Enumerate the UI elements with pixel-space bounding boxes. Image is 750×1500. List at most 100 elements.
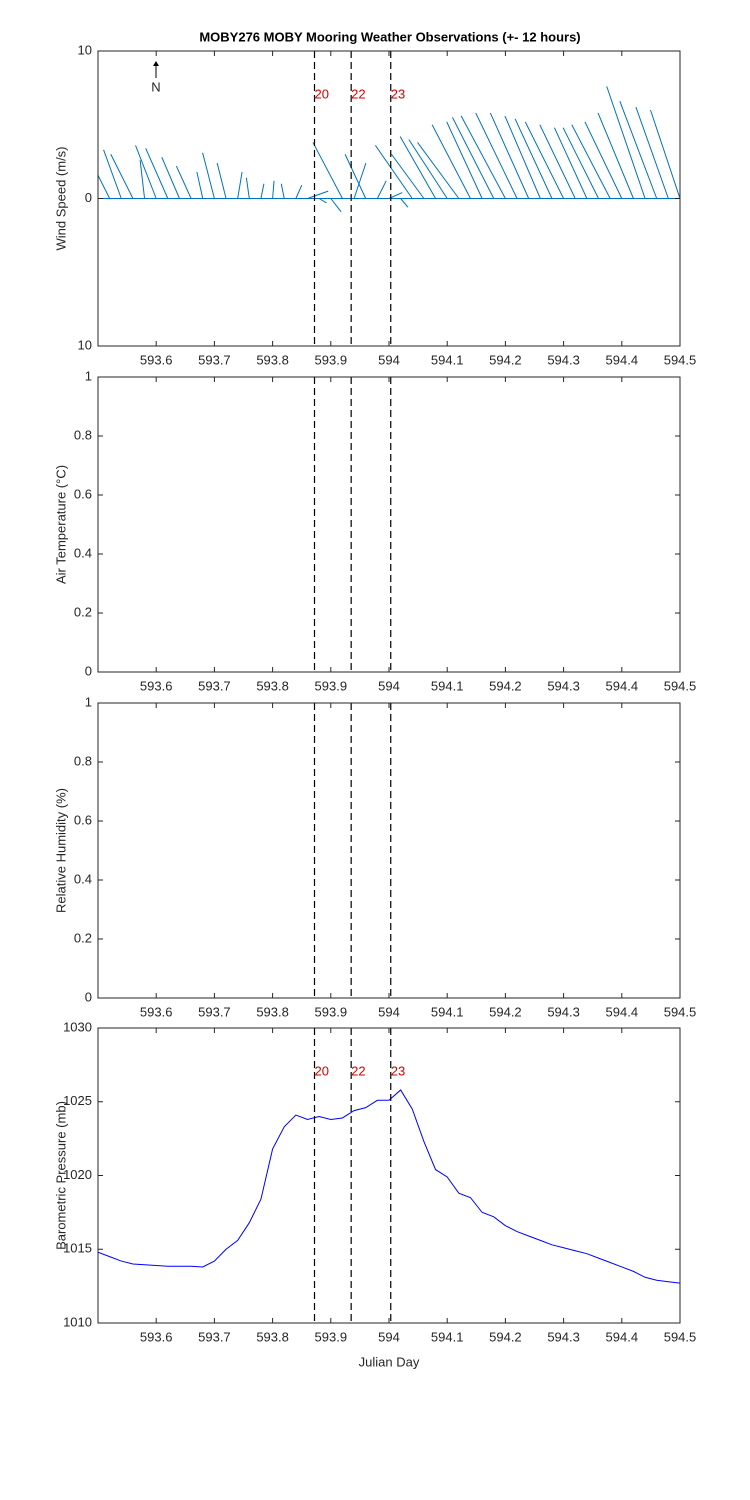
x-tick-label: 594.2 [489,678,522,693]
x-tick-label: 594 [378,1004,400,1019]
event-label: 20 [315,1063,329,1078]
wind-stick [475,112,518,199]
wind-stick [606,86,646,199]
north-label: N [151,79,160,94]
wind-stick [260,183,265,199]
plot-area [98,51,680,346]
wind-stick [272,180,275,199]
x-tick-label: 593.9 [315,1004,348,1019]
wind-stick [400,198,409,208]
north-arrowhead [153,61,159,66]
wind-stick [524,121,565,199]
x-tick-label: 594.4 [606,678,639,693]
x-tick-label: 593.7 [198,352,231,367]
wind-stick [376,180,387,199]
x-tick-label: 593.7 [198,1329,231,1344]
wind-stick [571,124,611,199]
x-axis-label: Julian Day [359,1354,420,1369]
x-tick-label: 594.5 [664,1329,697,1344]
wind-stick [237,171,243,199]
chart-title: MOBY276 MOBY Mooring Weather Observation… [199,29,580,44]
x-tick-label: 593.8 [256,352,289,367]
wind-stick [196,171,204,199]
plot-area [98,377,680,672]
event-label: 23 [391,86,405,101]
event-label: 23 [391,1063,405,1078]
wind-stick [216,162,227,199]
y-tick-label: 1020 [63,1167,92,1182]
wind-stick [202,152,215,199]
wind-stick [330,198,342,213]
x-tick-label: 594.3 [547,352,580,367]
wind-stick [139,160,146,199]
y-tick-label: 0 [85,190,92,205]
x-tick-label: 594.4 [606,1004,639,1019]
x-tick-label: 594.5 [664,352,697,367]
axes-bg [98,377,680,672]
wind-stick [374,145,413,199]
wind-stick [110,154,134,199]
x-tick-label: 593.7 [198,678,231,693]
x-tick-label: 593.8 [256,678,289,693]
x-tick-label: 593.6 [140,352,173,367]
y-tick-label: 0.2 [74,930,92,945]
axes-box [97,50,681,347]
wind-stick [161,157,180,199]
x-tick-label: 594.3 [547,678,580,693]
y-tick-label: 0.8 [74,753,92,768]
wind-stick [353,162,367,199]
data-line [98,1089,680,1284]
x-tick-label: 594.3 [547,1004,580,1019]
y-axis-label: Relative Humidity (%) [53,788,68,913]
y-tick-label: 0.8 [74,427,92,442]
x-tick-label: 594.1 [431,352,464,367]
wind-stick [103,149,122,199]
plot-area [98,1028,680,1323]
wind-stick [417,142,460,199]
x-tick-label: 594.2 [489,1329,522,1344]
wind-stick [399,136,436,199]
wind-stick [98,174,111,199]
wind-stick [597,112,634,199]
wind-stick [431,124,471,199]
wind-stick [446,121,483,199]
wind-stick [650,109,680,199]
event-label: 22 [351,86,365,101]
wind-stick [452,117,495,199]
x-tick-label: 593.6 [140,1329,173,1344]
wind-stick [280,183,285,199]
wind-stick [408,139,448,199]
y-tick-label: 1010 [63,1314,92,1329]
wind-stick [619,100,658,199]
y-tick-label: 1030 [63,1019,92,1034]
wind-stick [175,165,192,199]
event-label: 20 [315,86,329,101]
plot-area [98,703,680,998]
x-tick-label: 594.1 [431,1004,464,1019]
event-label: 22 [351,1063,365,1078]
y-tick-label: 0 [85,663,92,678]
y-axis-label: Air Temperature (°C) [53,465,68,584]
x-tick-label: 593.9 [315,678,348,693]
y-tick-label: 0.2 [74,604,92,619]
y-tick-label: 0.4 [74,545,92,560]
wind-stick [514,118,553,199]
wind-stick [318,198,327,204]
wind-stick [245,177,250,199]
x-tick-label: 594 [378,678,400,693]
x-tick-label: 594.1 [431,1329,464,1344]
x-tick-label: 593.8 [256,1329,289,1344]
wind-stick [562,127,599,199]
y-tick-label: 1 [85,694,92,709]
axes-box [97,1027,681,1324]
wind-stick [307,190,329,199]
wind-stick [145,148,169,199]
axes-box [97,702,681,999]
x-tick-label: 594.2 [489,1004,522,1019]
wind-stick [391,153,425,199]
wind-stick [489,112,530,199]
y-axis-label: Wind Speed (m/s) [53,146,68,250]
y-tick-label: 10 [78,42,92,57]
y-tick-label: 0.4 [74,871,92,886]
